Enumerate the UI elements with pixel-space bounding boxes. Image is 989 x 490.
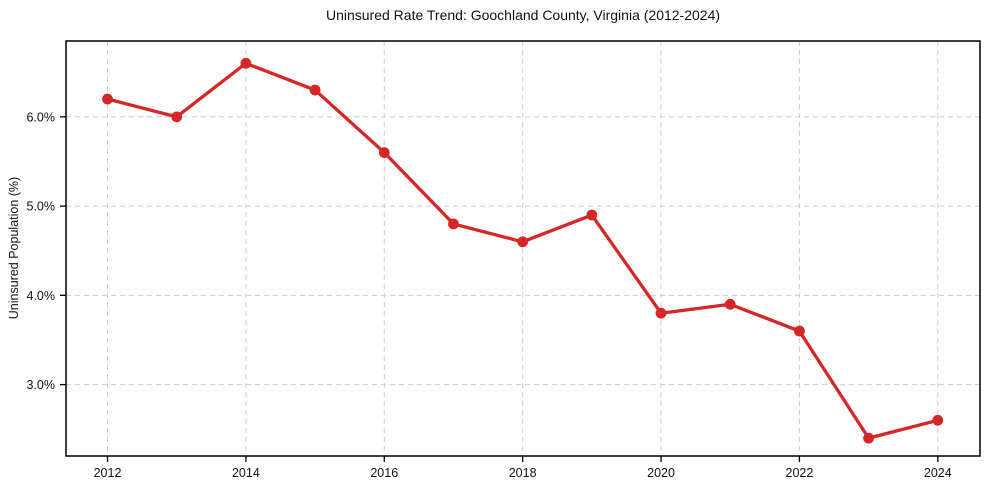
data-point-marker bbox=[448, 218, 459, 230]
data-point-marker bbox=[863, 432, 875, 444]
x-tick-label: 2014 bbox=[232, 466, 260, 480]
data-point-marker bbox=[309, 84, 321, 96]
x-tick-label: 2016 bbox=[370, 466, 398, 480]
data-point-marker bbox=[724, 298, 736, 310]
data-point-marker bbox=[794, 325, 805, 337]
chart-title: Uninsured Rate Trend: Goochland County, … bbox=[325, 7, 721, 23]
y-tick-label: 6.0% bbox=[27, 110, 56, 124]
x-tick-label: 2020 bbox=[647, 466, 675, 480]
data-point-marker bbox=[102, 93, 113, 105]
y-axis-label: Uninsured Population (%) bbox=[7, 176, 21, 320]
data-point-marker bbox=[378, 147, 390, 158]
x-tick-label: 2024 bbox=[924, 466, 952, 480]
y-tick-label: 3.0% bbox=[27, 378, 56, 392]
data-point-marker bbox=[517, 236, 529, 248]
x-tick-label: 2022 bbox=[786, 466, 814, 480]
data-point-marker bbox=[171, 111, 183, 123]
data-point-marker bbox=[932, 414, 944, 426]
data-point-marker bbox=[586, 209, 598, 221]
data-point-marker bbox=[240, 57, 252, 69]
data-point-marker bbox=[655, 307, 667, 319]
y-tick-label: 4.0% bbox=[27, 289, 56, 303]
y-tick-label: 5.0% bbox=[27, 200, 56, 214]
x-tick-label: 2012 bbox=[94, 466, 122, 480]
x-tick-label: 2018 bbox=[509, 466, 537, 480]
